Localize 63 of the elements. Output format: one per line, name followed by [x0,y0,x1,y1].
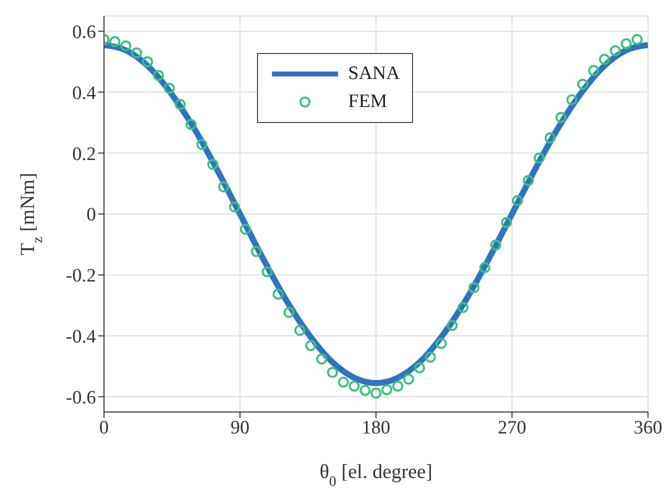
y-tick-label: -0.2 [66,266,96,287]
point [294,324,306,336]
x-tick-label: 360 [634,417,662,438]
x-axis-title: θ$_{0}$ [el. degree] [320,461,432,490]
legend-label: SANA [348,63,400,85]
point [566,94,578,106]
point [544,132,556,144]
y-tick-label: 0.4 [72,82,96,104]
point [588,65,600,76]
point [262,266,273,278]
point [164,82,175,94]
y-tick-label: 0.2 [72,144,96,165]
point [392,380,404,392]
point [490,240,502,251]
point [610,45,621,56]
point [218,181,230,192]
point [381,384,392,396]
point [250,246,262,257]
point [240,224,251,235]
point [577,78,588,90]
point [632,34,643,45]
point [142,56,154,68]
point [326,366,338,378]
x-tick-label: 270 [498,417,526,438]
x-tick-label: 90 [230,417,250,438]
point [305,340,316,352]
point [403,374,414,385]
point [458,302,469,314]
x-tick-label: 180 [362,417,390,438]
point [598,54,610,65]
point [174,98,186,110]
point [316,353,328,364]
point [120,40,132,52]
point [370,388,382,399]
point [186,118,197,130]
point [534,152,545,164]
point [131,47,142,58]
y-tick-label: 0 [86,204,96,226]
y-tick-label: -0.6 [66,388,96,409]
point [360,384,371,396]
point [338,376,349,388]
y-tick-label: -0.4 [66,326,96,348]
point [196,139,208,150]
point [446,320,458,331]
point [272,288,284,300]
point [424,352,436,363]
y-tick-label: 0.6 [72,22,96,43]
point [229,201,240,212]
point [348,380,360,392]
point [283,306,294,318]
point [109,36,120,48]
point [436,338,447,349]
point [414,362,426,374]
point [620,38,632,50]
point [479,262,490,274]
point [207,158,218,170]
legend-label: FEM [348,91,388,113]
point [152,70,164,81]
point [555,112,566,123]
point [522,174,534,186]
point [512,195,523,206]
point [468,282,480,294]
point [501,217,512,228]
